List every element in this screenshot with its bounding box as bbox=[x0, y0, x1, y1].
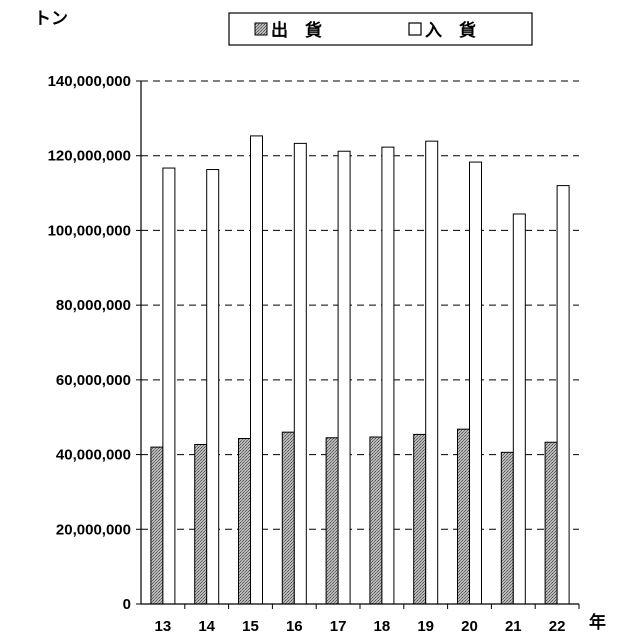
bar-inbound bbox=[425, 140, 439, 605]
y-tick-label: 120,000,000 bbox=[48, 148, 131, 165]
bar-inbound bbox=[250, 135, 263, 605]
bar-inbound bbox=[293, 142, 307, 605]
bar-inbound bbox=[206, 169, 220, 605]
bar-inbound bbox=[162, 167, 176, 605]
legend: 出 貨 入 貨 bbox=[228, 12, 533, 46]
bar-inbound bbox=[337, 150, 351, 605]
x-tick-label: 20 bbox=[461, 618, 478, 635]
y-tick-labels: 0 20,000,000 40,000,000 60,000,000 80,000,00… bbox=[48, 73, 131, 613]
x-tick-label: 22 bbox=[549, 618, 566, 635]
bar-outbound bbox=[457, 428, 470, 605]
bar-outbound bbox=[194, 443, 208, 605]
legend-label-outbound: 出 貨 bbox=[271, 20, 322, 41]
bar-outbound bbox=[150, 446, 164, 605]
x-tick-label: 16 bbox=[286, 618, 303, 635]
bar-inbound bbox=[512, 213, 526, 605]
x-tick-label: 15 bbox=[242, 618, 259, 635]
legend-swatch-outbound bbox=[254, 22, 268, 36]
bar-outbound bbox=[544, 441, 558, 605]
bar-outbound bbox=[281, 431, 295, 605]
bar-outbound bbox=[238, 438, 251, 605]
x-tick-labels: 13 14 15 16 17 18 19 20 21 22 bbox=[155, 618, 566, 635]
bar-inbound bbox=[556, 185, 570, 605]
x-tick-label: 21 bbox=[505, 618, 522, 635]
y-tick-label: 20,000,000 bbox=[56, 521, 131, 538]
y-tick-label: 0 bbox=[123, 596, 131, 613]
legend-swatch-inbound bbox=[408, 22, 422, 36]
y-tick-label: 60,000,000 bbox=[56, 372, 131, 389]
bar-outbound bbox=[369, 436, 383, 605]
x-tick-label: 14 bbox=[198, 618, 215, 635]
y-axis-unit-label: トン bbox=[34, 9, 68, 29]
legend-label-inbound: 入 貨 bbox=[425, 20, 476, 41]
bar-outbound bbox=[500, 451, 514, 605]
x-tick-label: 13 bbox=[155, 618, 172, 635]
legend-box bbox=[228, 12, 533, 46]
bar-outbound bbox=[413, 433, 427, 605]
y-tick-label: 40,000,000 bbox=[56, 447, 131, 464]
bars bbox=[150, 135, 570, 605]
bar-inbound bbox=[469, 161, 482, 605]
y-tick-label: 80,000,000 bbox=[56, 297, 131, 314]
x-tick-label: 18 bbox=[374, 618, 391, 635]
y-tick-label: 100,000,000 bbox=[48, 222, 131, 239]
y-tick-label: 140,000,000 bbox=[48, 73, 131, 90]
x-axis-unit-label: 年 bbox=[589, 612, 606, 633]
x-tick-label: 17 bbox=[330, 618, 347, 635]
bar-outbound bbox=[325, 437, 339, 605]
bar-inbound bbox=[381, 146, 395, 605]
x-tick-label: 19 bbox=[417, 618, 434, 635]
axes bbox=[136, 80, 580, 609]
